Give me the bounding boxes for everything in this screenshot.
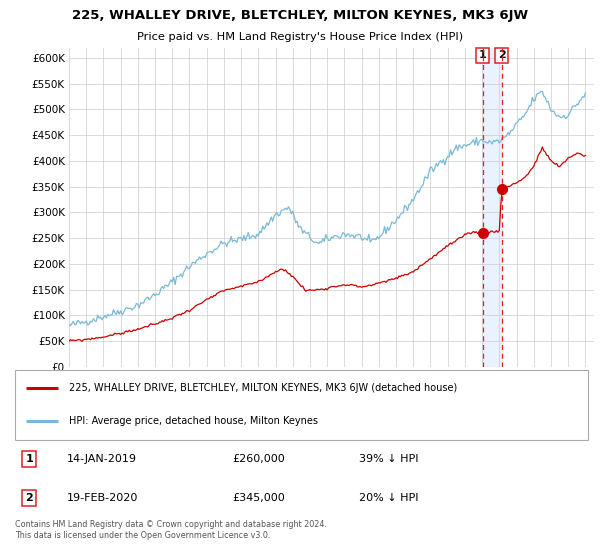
Text: 1: 1 xyxy=(479,50,487,60)
Text: Price paid vs. HM Land Registry's House Price Index (HPI): Price paid vs. HM Land Registry's House … xyxy=(137,32,463,42)
Text: 2: 2 xyxy=(25,493,33,503)
Text: 2: 2 xyxy=(497,50,505,60)
Text: 39% ↓ HPI: 39% ↓ HPI xyxy=(359,454,418,464)
Text: Contains HM Land Registry data © Crown copyright and database right 2024.
This d: Contains HM Land Registry data © Crown c… xyxy=(15,520,327,540)
Text: 225, WHALLEY DRIVE, BLETCHLEY, MILTON KEYNES, MK3 6JW (detached house): 225, WHALLEY DRIVE, BLETCHLEY, MILTON KE… xyxy=(70,383,458,393)
Text: 20% ↓ HPI: 20% ↓ HPI xyxy=(359,493,418,503)
Bar xyxy=(483,48,502,367)
Text: 14-JAN-2019: 14-JAN-2019 xyxy=(67,454,137,464)
Text: 225, WHALLEY DRIVE, BLETCHLEY, MILTON KEYNES, MK3 6JW: 225, WHALLEY DRIVE, BLETCHLEY, MILTON KE… xyxy=(72,8,528,22)
Text: HPI: Average price, detached house, Milton Keynes: HPI: Average price, detached house, Milt… xyxy=(70,417,319,426)
FancyBboxPatch shape xyxy=(15,370,588,440)
Text: £345,000: £345,000 xyxy=(233,493,286,503)
Text: £260,000: £260,000 xyxy=(233,454,286,464)
Text: 19-FEB-2020: 19-FEB-2020 xyxy=(67,493,138,503)
Text: 1: 1 xyxy=(25,454,33,464)
